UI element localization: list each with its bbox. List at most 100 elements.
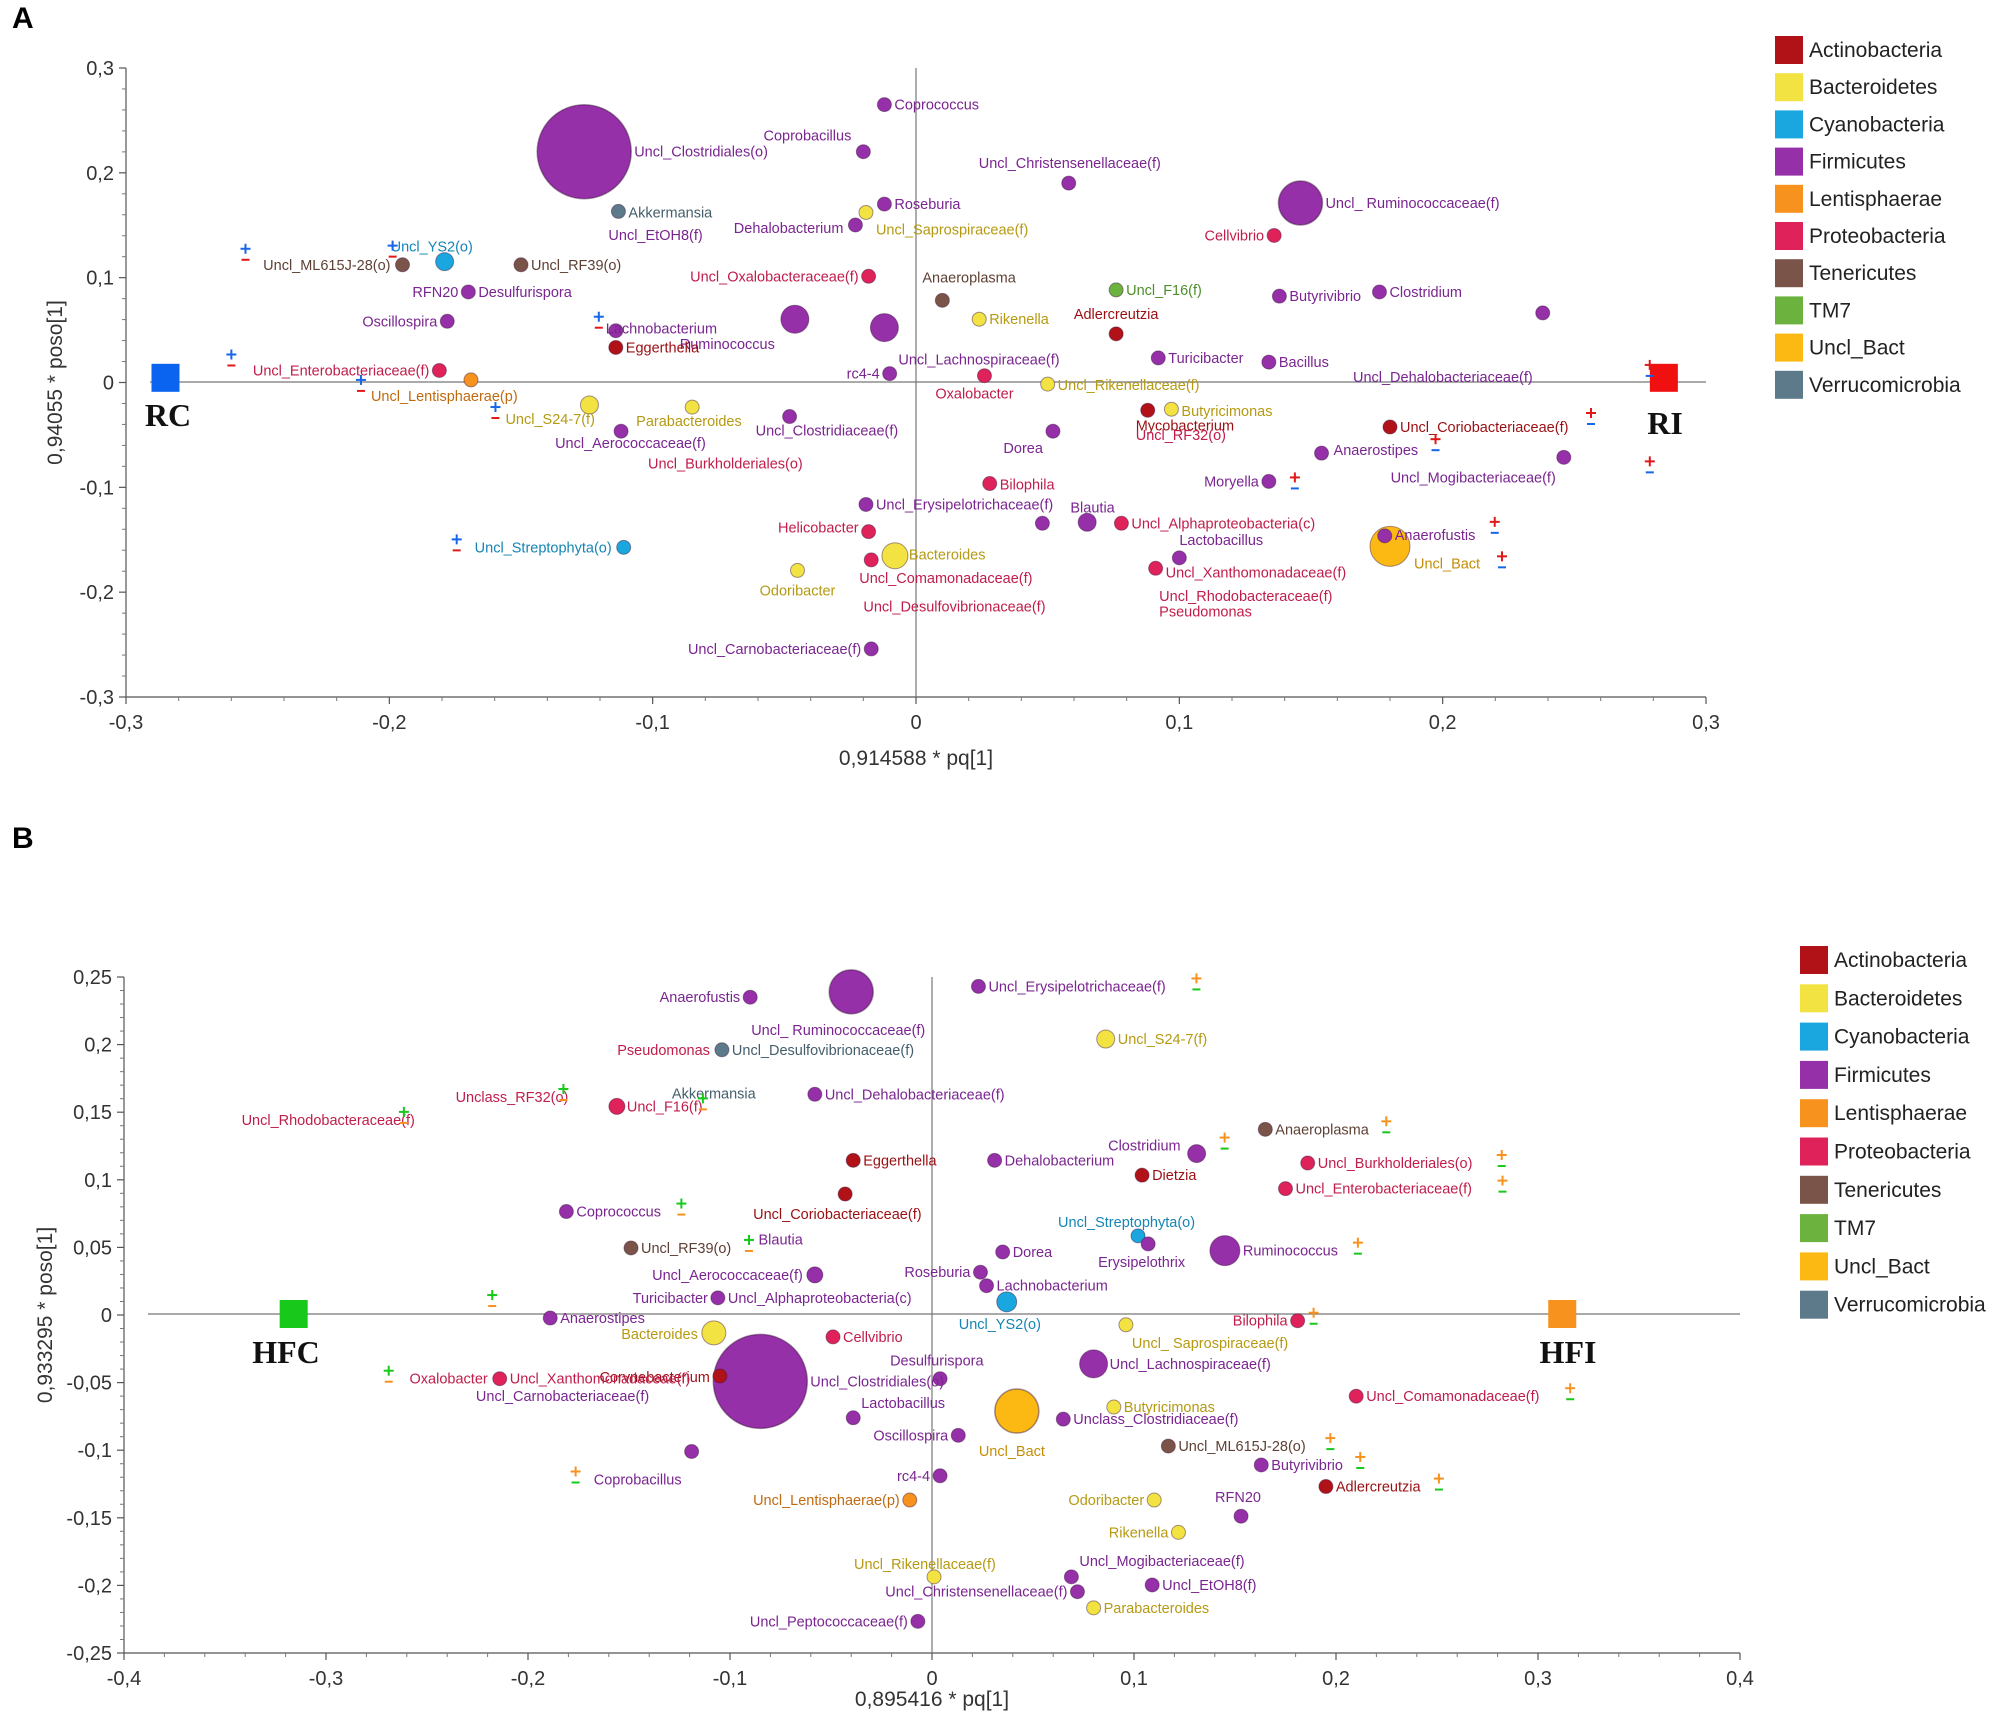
point-label-uncl-erysipelotrichaceae-f: Uncl_Erysipelotrichaceae(f) [988,979,1165,995]
group-label-hfi: HFI [1540,1334,1597,1370]
y-tick-label: 0,2 [86,163,114,185]
legend-swatch-tenericutes [1775,259,1803,288]
point-label-cellvibrio: Cellvibrio [1204,228,1264,244]
point-label-uncl-rf39-o: Uncl_RF39(o) [531,258,621,274]
x-tick-label: 0,1 [1120,1668,1148,1690]
point-label-uncl-desulfovibrionaceae-f: Uncl_Desulfovibrionaceae(f) [732,1043,914,1059]
point-label-uncl-ml615j-28-o: Uncl_ML615J-28(o) [1178,1439,1305,1455]
point-label-rikenella: Rikenella [1109,1525,1170,1541]
point-rikenella [1170,1524,1186,1540]
point-erysipelothrix [1140,1236,1156,1252]
point-bilophila [982,476,998,492]
point-uncl-lachnospiraceae-f [1079,1349,1109,1379]
y-tick-label: 0 [101,1305,112,1327]
x-tick-label: -0,2 [372,712,406,734]
x-tick-label: 0 [910,712,921,734]
point-uncl-lachnospiraceae-f [869,313,899,343]
legend-label-tenericutes: Tenericutes [1834,1179,1941,1202]
point-uncl-xanthomonadaceae-f [492,1371,508,1387]
point-label-anaeroplasma: Anaeroplasma [1275,1122,1369,1138]
point-label-clostridium: Clostridium [1389,285,1462,301]
point-label-uncl-rikenellaceae-f: Uncl_Rikenellaceae(f) [854,1557,996,1573]
x-tick-label: -0,3 [109,712,143,734]
point-label-butyrivibrio: Butyrivibrio [1289,289,1361,305]
point-uncl-desulfovibrionaceae-f [714,1042,730,1058]
legend-label-firmicutes: Firmicutes [1809,151,1906,174]
point-uncl-ml615j-28-o [1160,1438,1176,1454]
x-tick-label: -0,3 [309,1668,343,1690]
point-label-rc4-4: rc4-4 [897,1469,930,1485]
point-label-uncl-etoh8-f: Uncl_EtOH8(f) [1162,1578,1256,1594]
x-tick-label: -0,1 [635,712,669,734]
legend-label-lentisphaerae: Lentisphaerae [1834,1102,1967,1125]
point-adlercreutzia [1318,1479,1334,1495]
panel-letter: B [12,822,34,855]
point-label-adlercreutzia: Adlercreutzia [1336,1480,1422,1496]
point-label-adlercreutzia: Adlercreutzia [1074,307,1160,323]
point-uncl-f16-f [608,1097,626,1115]
point-label-uncl-rhodobacteraceae-f: Uncl_Rhodobacteraceae(f) [1159,589,1332,605]
point-uncl-alphaproteobacteria-c [710,1290,726,1306]
point-dehalobacterium [987,1152,1003,1168]
point-label-lactobacillus: Lactobacillus [861,1396,945,1412]
point-label-dorea: Dorea [1013,1245,1053,1261]
point-label-uncl-enterobacteriaceae-f: Uncl_Enterobacteriaceae(f) [253,363,430,379]
legend-label-actinobacteria: Actinobacteria [1834,949,1967,972]
point-label-ruminococcus: Ruminococcus [1243,1244,1338,1260]
legend-swatch-bacteroidetes [1800,984,1828,1013]
x-tick-label: 0,2 [1429,712,1457,734]
point-label-desulfurispora: Desulfurispora [890,1354,984,1370]
point-label-uncl-xanthomonadaceae-f: Uncl_Xanthomonadaceae(f) [1166,565,1347,581]
point-label-bacteroides: Bacteroides [621,1327,698,1343]
point-label-uncl-mogibacteriaceae-f: Uncl_Mogibacteriaceae(f) [1391,470,1556,486]
point-uncl-coriobacteriaceae-f [1382,419,1398,435]
point-label-desulfurispora: Desulfurispora [478,285,572,301]
panel-A: A -0,3 -0,2 -0,1 0 0,1 0,2 0,3 0,3 0,2 0,1 0 -0,1 -0,… [12,2,1961,770]
point-uncl-clostridiales-o-2 [684,1443,700,1459]
point-unclass-clostridiaceae-f [1055,1411,1071,1427]
point-label-uncl-ruminococcaceae-f: Uncl_ Ruminococcaceae(f) [751,1023,925,1039]
legend-swatch-uncl-bact [1800,1252,1828,1281]
point-label-anaeroplasma: Anaeroplasma [922,270,1016,286]
point-label-corvnebacterium: Corvnebacterium [599,1370,709,1386]
point-label-bacillus: Bacillus [1279,355,1329,371]
point-uncl-erysipelotrichaceae-f [970,978,986,994]
point-eggerthella [845,1152,861,1168]
point-label-butyricimonas: Butyricimonas [1124,1400,1215,1416]
point-label-coprococcus: Coprococcus [576,1205,661,1221]
point-label-akkermansia: Akkermansia [628,205,713,221]
point-roseburia [876,196,892,212]
point-label-uncl-saprospiraceae-f: Uncl_Saprospiraceae(f) [876,222,1028,238]
legend-swatch-verrucomicrobia [1775,370,1803,399]
legend-swatch-proteobacteria [1775,222,1803,250]
y-tick-label: -0,15 [66,1508,112,1530]
point-label-mycobacterium: Mycobacterium [1136,418,1234,434]
legend-label-bacteroidetes: Bacteroidetes [1809,76,1937,99]
point-lachnobacterium [979,1278,995,1294]
point-label-uncl-erysipelotrichaceae-f: Uncl_Erysipelotrichaceae(f) [876,497,1053,513]
point-dietzia [1134,1167,1150,1183]
point-label-coprobacillus: Coprobacillus [763,129,851,145]
point-uncl-lentisphaerae-p [463,372,479,388]
point-clostridium [1371,284,1387,300]
point-label-uncl-christensenellaceae-f: Uncl_Christensenellaceae(f) [885,1585,1067,1601]
point-label-anaerofustis: Anaerofustis [1395,528,1476,544]
point-eggerthella [608,339,624,355]
panel-B: B -0,4 -0,3 -0,2 -0,1 0 0,1 0,2 0,3 0,4 0,25 0,2 0,1… [12,822,1986,1711]
point-parabacteroides [684,399,700,415]
point-butyricimonas [1163,401,1179,417]
point-label-helicobacter: Helicobacter [778,521,859,537]
legend-swatch-firmicutes [1800,1060,1828,1089]
point-label-uncl-carnobacteriaceae-f: Uncl_Carnobacteriaceae(f) [688,642,861,658]
point-label-uncl-coriobacteriaceae-f: Uncl_Coriobacteriaceae(f) [1400,420,1568,436]
legend-label-verrucomicrobia: Verrucomicrobia [1809,374,1961,397]
point-desulfurispora [460,284,476,300]
point-uncl-ruminococcaceae-f [828,969,874,1015]
y-tick-label: 0,3 [86,58,114,80]
point-label-bilophila: Bilophila [1000,478,1056,494]
point-label-uncl-rf39-o: Uncl_RF39(o) [641,1241,731,1257]
point-ruminococcus [1209,1235,1241,1267]
point-oscillospira [439,313,455,329]
x-tick-label: 0,3 [1524,1668,1552,1690]
